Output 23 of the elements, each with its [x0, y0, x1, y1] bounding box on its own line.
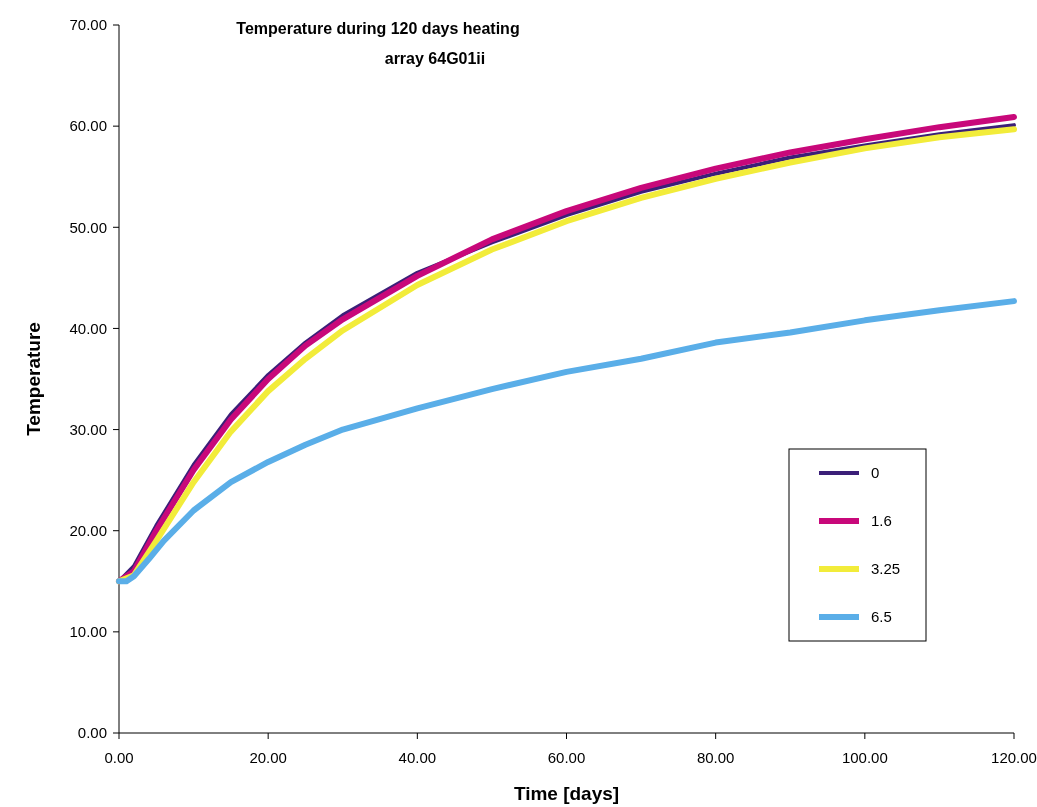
- x-tick-label: 80.00: [696, 749, 735, 766]
- legend-label: 1.6: [871, 512, 892, 530]
- x-tick-label: 60.00: [547, 749, 586, 766]
- y-tick-label: 10.00: [69, 623, 107, 641]
- y-tick-label: 20.00: [69, 521, 107, 539]
- x-tick-label: 120.00: [991, 749, 1037, 766]
- x-tick-label: 40.00: [398, 749, 437, 766]
- chart-title: Temperature during 120 days heating: [236, 20, 520, 37]
- legend-label: 6.5: [871, 608, 892, 626]
- legend-label: 3.25: [871, 560, 901, 578]
- y-tick-label: 40.00: [69, 319, 107, 337]
- x-tick-label: 100.00: [841, 749, 888, 766]
- y-tick-label: 30.00: [69, 420, 107, 438]
- text: array 64G01ii: [384, 50, 486, 67]
- y-axis-title: Temperature: [23, 322, 44, 436]
- legend-label: 0: [871, 464, 880, 482]
- x-tick-label: 0.00: [104, 749, 134, 766]
- x-tick-label: 20.00: [249, 749, 287, 766]
- y-tick-label: 50.00: [69, 218, 107, 236]
- y-tick-label: 70.00: [69, 16, 107, 34]
- x-axis-title: Time [days]: [513, 783, 620, 804]
- y-tick-label: 60.00: [69, 117, 107, 135]
- y-tick-label: 0.00: [77, 724, 107, 742]
